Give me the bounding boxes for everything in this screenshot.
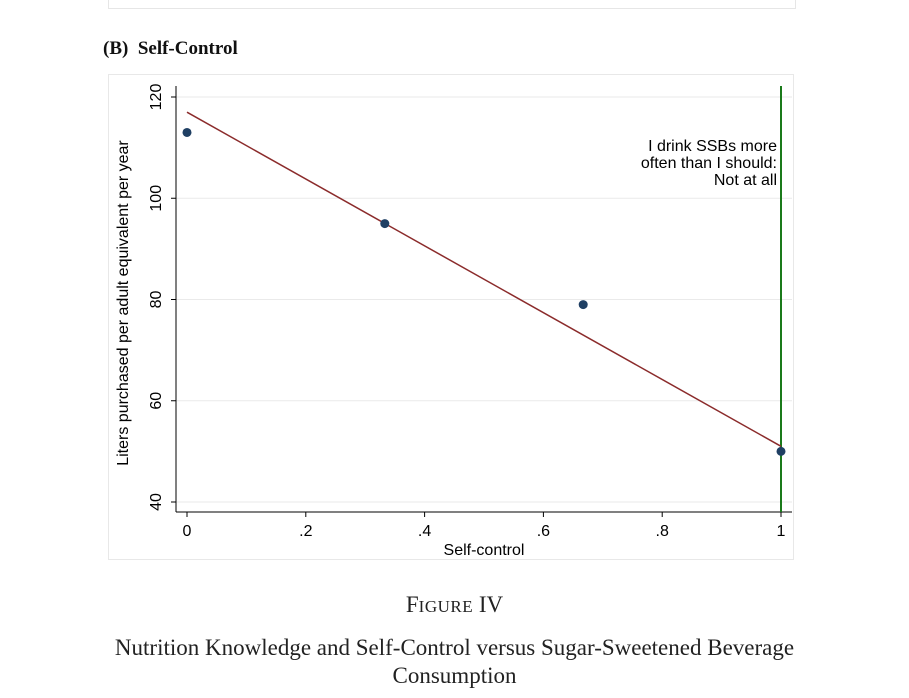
previous-panel-frame bbox=[108, 0, 796, 9]
y-tick-label: 40 bbox=[148, 493, 165, 511]
annotation-line: often than I should: bbox=[641, 155, 777, 172]
x-tick-label: .4 bbox=[418, 523, 431, 540]
y-axis-title: Liters purchased per adult equivalent pe… bbox=[115, 140, 132, 466]
y-tick-label: 120 bbox=[148, 84, 165, 111]
x-tick-label: .8 bbox=[656, 523, 669, 540]
figure-caption-line-2: Consumption bbox=[392, 663, 517, 688]
figure-caption-line-1: Nutrition Knowledge and Self-Control ver… bbox=[114, 635, 795, 660]
x-axis-title: Self-control bbox=[444, 542, 525, 559]
annotation-line: Not at all bbox=[714, 172, 777, 189]
figure-label-number: IV bbox=[478, 592, 504, 617]
figure-label: FIGURE IV bbox=[0, 592, 909, 618]
annotation-line: I drink SSBs more bbox=[648, 138, 777, 155]
y-tick-label: 100 bbox=[148, 185, 165, 212]
figure-label-rest: IGURE bbox=[418, 597, 474, 616]
data-point bbox=[776, 446, 786, 456]
data-point bbox=[380, 219, 390, 229]
x-tick-label: 0 bbox=[183, 523, 192, 540]
x-tick-label: .6 bbox=[537, 523, 550, 540]
panel-title: (B) Self-Control bbox=[103, 38, 238, 59]
x-tick-label: .2 bbox=[299, 523, 312, 540]
figure-caption: Nutrition Knowledge and Self-Control ver… bbox=[0, 634, 909, 690]
y-tick-label: 60 bbox=[148, 392, 165, 410]
data-point bbox=[182, 127, 192, 137]
x-tick-label: 1 bbox=[777, 523, 786, 540]
data-point bbox=[578, 300, 588, 310]
y-tick-label: 80 bbox=[148, 291, 165, 309]
plot-frame bbox=[108, 74, 794, 560]
fit-line bbox=[186, 111, 782, 447]
figure-label-initial: F bbox=[405, 592, 419, 617]
